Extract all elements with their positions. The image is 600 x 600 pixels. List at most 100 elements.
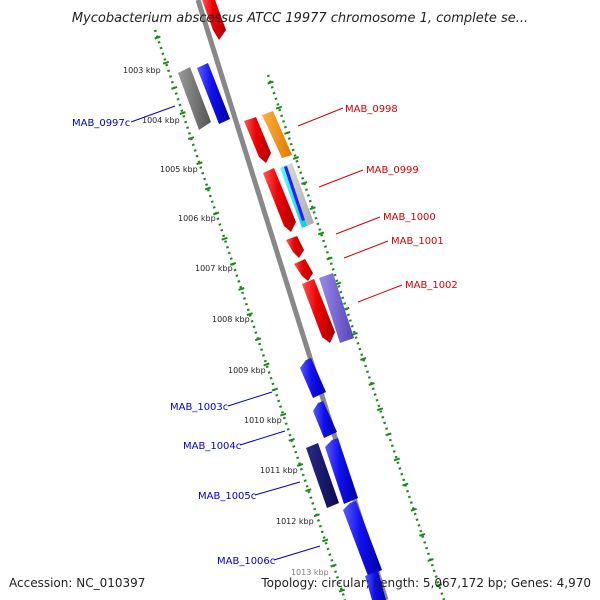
leader-line xyxy=(254,481,301,496)
ring-tick xyxy=(313,513,320,518)
gene-labels: MAB_0997c MAB_0998 MAB_0999 MAB_1000 MAB… xyxy=(72,104,458,567)
ring-tick xyxy=(196,161,203,166)
ring-tick xyxy=(271,387,279,392)
tick-label: 1010 kbp xyxy=(244,416,282,425)
ring-tick xyxy=(229,261,237,266)
ring-tick xyxy=(292,156,300,160)
gene-feature-top-red xyxy=(202,0,226,40)
ring-tick xyxy=(301,181,308,185)
gene-feature-red-2 xyxy=(263,168,296,232)
label-leaders xyxy=(130,105,403,561)
ring-tick xyxy=(179,111,186,115)
gene-label-mab-1005c[interactable]: MAB_1005c xyxy=(198,491,256,502)
ring-tick xyxy=(410,507,417,512)
gene-features xyxy=(178,0,386,600)
ring-tick xyxy=(385,432,392,437)
inner-ring-ticks xyxy=(154,35,346,593)
ring-tick xyxy=(360,357,367,361)
accession-text: Accession: NC_010397 xyxy=(9,576,145,590)
ring-tick xyxy=(321,538,329,543)
gene-feature-red-1 xyxy=(244,117,271,163)
gene-label-mab-1004c[interactable]: MAB_1004c xyxy=(183,441,241,452)
leader-line xyxy=(318,169,364,188)
ring-tick xyxy=(435,583,443,588)
gene-label-mab-0999[interactable]: MAB_0999 xyxy=(366,165,419,176)
ring-tick xyxy=(326,256,333,261)
ring-tick xyxy=(171,85,178,90)
ring-tick xyxy=(280,412,287,417)
ring-tick xyxy=(418,532,426,537)
gene-label-mab-0998[interactable]: MAB_0998 xyxy=(345,104,398,115)
tick-label: 1007 kbp xyxy=(195,264,233,273)
ring-tick xyxy=(309,206,316,211)
gene-feature-red-5 xyxy=(302,279,335,343)
tick-label: 1005 kbp xyxy=(160,165,198,174)
gene-label-mab-0997c[interactable]: MAB_0997c xyxy=(72,118,130,129)
leader-line xyxy=(297,107,344,127)
kbp-tick-labels: 1003 kbp 1004 kbp 1005 kbp 1006 kbp 1007… xyxy=(123,66,329,577)
tick-label: 1012 kbp xyxy=(276,517,314,526)
ring-tick xyxy=(263,362,270,367)
ring-tick xyxy=(305,488,312,493)
leader-line xyxy=(130,105,176,123)
tick-label: 1006 kbp xyxy=(178,214,216,223)
leader-line xyxy=(239,430,286,446)
tick-label: 1003 kbp xyxy=(123,66,161,75)
gene-feature-blue-0997 xyxy=(197,63,230,124)
ring-tick xyxy=(368,382,375,386)
gene-label-mab-1006c[interactable]: MAB_1006c xyxy=(217,556,275,567)
tick-label: 1004 kbp xyxy=(142,116,180,125)
tick-label: 1013 kbp xyxy=(291,568,329,577)
map-title: Mycobacterium abscessus ATCC 19977 chrom… xyxy=(72,11,528,26)
gene-feature-blue-1006 xyxy=(343,501,382,576)
ring-tick xyxy=(275,105,283,110)
ring-tick xyxy=(284,130,291,135)
leader-line xyxy=(343,240,389,259)
ring-tick xyxy=(402,482,409,487)
gene-label-mab-1000[interactable]: MAB_1000 xyxy=(383,212,436,223)
leader-line xyxy=(335,216,381,235)
ring-tick xyxy=(338,588,346,593)
tick-label: 1008 kbp xyxy=(212,315,250,324)
summary-text: Topology: circular; Length: 5,067,172 bp… xyxy=(260,576,591,590)
gene-feature-gray xyxy=(178,67,211,130)
gene-feature-red-4 xyxy=(294,259,313,281)
gene-feature-bottom xyxy=(365,571,386,600)
gene-feature-blue-small xyxy=(284,166,305,221)
ring-tick xyxy=(154,35,161,40)
gene-feature-blue-1004 xyxy=(313,401,337,438)
leader-line xyxy=(273,545,321,561)
backbone-line xyxy=(195,0,389,600)
ring-tick xyxy=(204,186,212,191)
gene-label-mab-1003c[interactable]: MAB_1003c xyxy=(170,402,228,413)
ring-tick xyxy=(246,312,253,317)
gene-label-mab-1002[interactable]: MAB_1002 xyxy=(405,280,458,291)
ring-tick xyxy=(238,287,245,291)
leader-line xyxy=(227,391,273,407)
gene-feature-navy xyxy=(306,443,339,508)
ring-tick xyxy=(187,136,195,141)
leader-line xyxy=(357,284,403,303)
ring-tick xyxy=(296,463,304,467)
ring-tick xyxy=(317,231,325,236)
gene-feature-blue-1005 xyxy=(325,438,358,504)
ring-tick xyxy=(288,437,295,442)
ring-tick xyxy=(254,337,262,342)
outer-ring-dotted xyxy=(266,74,446,600)
ring-tick xyxy=(330,563,337,568)
tick-label: 1009 kbp xyxy=(228,366,266,375)
gene-feature-red-3 xyxy=(286,236,304,258)
tick-label: 1011 kbp xyxy=(260,466,298,475)
ring-tick xyxy=(376,407,384,412)
ring-tick xyxy=(393,457,401,462)
ring-tick xyxy=(427,558,434,562)
gene-feature-purple xyxy=(319,273,354,343)
gene-label-mab-1001[interactable]: MAB_1001 xyxy=(391,236,444,247)
gene-feature-blue-1003 xyxy=(300,358,326,398)
gene-feature-lightgray xyxy=(286,163,314,226)
ring-tick xyxy=(212,211,220,216)
ring-tick xyxy=(267,80,274,85)
ring-tick xyxy=(162,60,170,65)
